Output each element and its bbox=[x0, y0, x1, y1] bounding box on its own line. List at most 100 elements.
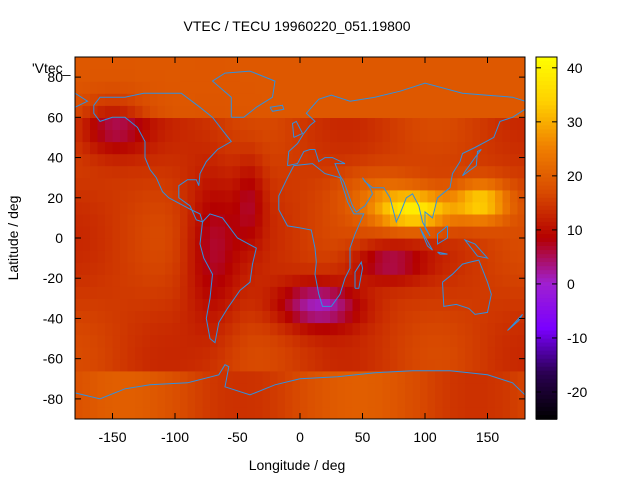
heat-cell bbox=[262, 382, 271, 396]
heat-cell bbox=[442, 69, 451, 82]
heat-cell bbox=[217, 262, 226, 275]
heat-cell bbox=[315, 286, 324, 299]
heat-cell bbox=[255, 262, 264, 275]
heat-cell bbox=[405, 69, 414, 82]
heat-cell bbox=[367, 262, 376, 275]
heat-cell bbox=[397, 406, 406, 419]
heat-cell bbox=[480, 129, 489, 143]
heat-cell bbox=[195, 406, 204, 419]
heat-cell bbox=[382, 262, 391, 275]
heat-cell bbox=[412, 406, 421, 419]
heat-cell bbox=[127, 57, 136, 70]
heat-cell bbox=[105, 129, 114, 143]
heat-cell bbox=[465, 262, 474, 275]
x-axis-label: Longitude / deg bbox=[249, 457, 346, 473]
heat-cell bbox=[150, 225, 159, 239]
heat-cell bbox=[105, 189, 114, 203]
heat-cell bbox=[150, 322, 159, 336]
heat-cell bbox=[247, 334, 256, 348]
heat-cell bbox=[90, 262, 99, 275]
heat-cell bbox=[405, 250, 414, 263]
heat-cell bbox=[300, 274, 309, 287]
heat-cell bbox=[112, 105, 121, 118]
heat-cell bbox=[270, 238, 279, 251]
heat-cell bbox=[487, 141, 496, 155]
heat-cell bbox=[420, 370, 429, 384]
heat-cell bbox=[375, 165, 384, 179]
heat-cell bbox=[232, 153, 241, 167]
heat-cell bbox=[172, 165, 181, 179]
heat-cell bbox=[427, 238, 436, 251]
heat-cell bbox=[120, 310, 129, 324]
heat-cell bbox=[112, 346, 121, 360]
heat-cell bbox=[352, 165, 361, 179]
colorbar-segment bbox=[536, 73, 557, 78]
heat-cell bbox=[127, 129, 136, 143]
colorbar-segment bbox=[536, 254, 557, 259]
heat-cell bbox=[157, 201, 166, 215]
heat-cell bbox=[240, 129, 249, 143]
heat-cell bbox=[330, 298, 339, 311]
heat-cell bbox=[375, 274, 384, 287]
heat-cell bbox=[285, 177, 294, 191]
heat-cell bbox=[262, 310, 271, 324]
coastline bbox=[507, 314, 523, 331]
heat-cell bbox=[465, 346, 474, 360]
heat-cell bbox=[472, 382, 481, 396]
heat-cell bbox=[435, 322, 444, 336]
heat-cell bbox=[457, 250, 466, 263]
heat-cell bbox=[315, 57, 324, 70]
heat-cell bbox=[495, 81, 504, 94]
heat-cell bbox=[277, 406, 286, 419]
heat-cell bbox=[337, 370, 346, 384]
heat-cell bbox=[97, 225, 106, 239]
colorbar-segment bbox=[536, 125, 557, 131]
heat-cell bbox=[487, 225, 496, 239]
heat-cell bbox=[375, 129, 384, 143]
colorbar-segment bbox=[536, 173, 557, 179]
heat-cell bbox=[180, 286, 189, 299]
heat-cell bbox=[450, 286, 459, 299]
heat-cell bbox=[375, 105, 384, 118]
heat-cell bbox=[120, 286, 129, 299]
heat-cell bbox=[90, 238, 99, 251]
heat-cell bbox=[232, 394, 241, 408]
heat-cell bbox=[495, 322, 504, 336]
heat-cell bbox=[307, 382, 316, 396]
heat-cell bbox=[517, 213, 525, 227]
heat-cell bbox=[225, 117, 234, 130]
heat-cell bbox=[442, 370, 451, 384]
heat-cell bbox=[405, 334, 414, 348]
heat-cell bbox=[247, 177, 256, 191]
heat-cell bbox=[150, 69, 159, 82]
heat-cell bbox=[105, 286, 114, 299]
heat-cell bbox=[202, 141, 211, 155]
heat-cell bbox=[277, 69, 286, 82]
heat-cell bbox=[105, 238, 114, 251]
heat-cell bbox=[135, 322, 144, 336]
heat-cell bbox=[457, 117, 466, 130]
heat-cell bbox=[105, 274, 114, 287]
heat-cell bbox=[187, 117, 196, 130]
heat-cell bbox=[270, 406, 279, 419]
heat-cell bbox=[255, 358, 264, 372]
heat-cell bbox=[405, 117, 414, 130]
heat-cell bbox=[345, 286, 354, 299]
heat-cell bbox=[390, 177, 399, 191]
heat-cell bbox=[157, 165, 166, 179]
heat-cell bbox=[495, 406, 504, 419]
heat-cell bbox=[225, 370, 234, 384]
heat-cell bbox=[75, 346, 84, 360]
heat-cell bbox=[142, 165, 151, 179]
heat-cell bbox=[82, 189, 91, 203]
heat-cell bbox=[420, 129, 429, 143]
heat-cell bbox=[187, 177, 196, 191]
heat-cell bbox=[300, 81, 309, 94]
heat-cell bbox=[142, 286, 151, 299]
heat-cell bbox=[277, 153, 286, 167]
heat-cell bbox=[472, 189, 481, 203]
heat-cell bbox=[352, 81, 361, 94]
heat-cell bbox=[465, 322, 474, 336]
heat-cell bbox=[405, 57, 414, 70]
heat-cell bbox=[465, 406, 474, 419]
